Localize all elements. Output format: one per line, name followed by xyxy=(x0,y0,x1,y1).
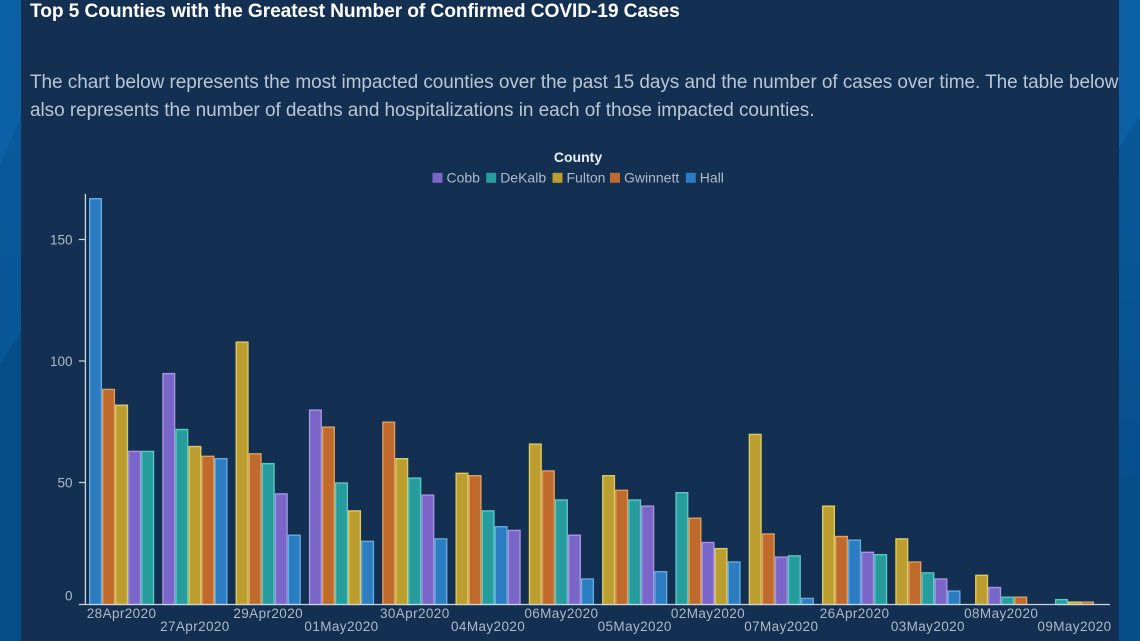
svg-text:0: 0 xyxy=(65,588,73,603)
svg-text:30Apr2020: 30Apr2020 xyxy=(380,606,450,621)
svg-text:03May2020: 03May2020 xyxy=(891,619,965,634)
svg-text:04May2020: 04May2020 xyxy=(451,619,525,634)
svg-text:150: 150 xyxy=(50,232,73,247)
svg-text:26Apr2020: 26Apr2020 xyxy=(820,606,890,621)
svg-text:Cobb: Cobb xyxy=(447,170,481,186)
svg-text:County: County xyxy=(554,149,602,165)
svg-text:100: 100 xyxy=(50,354,73,369)
svg-text:05May2020: 05May2020 xyxy=(598,619,672,634)
svg-text:08May2020: 08May2020 xyxy=(964,606,1038,621)
svg-text:01May2020: 01May2020 xyxy=(304,619,378,634)
svg-text:Fulton: Fulton xyxy=(567,170,606,186)
svg-text:07May2020: 07May2020 xyxy=(744,619,818,634)
svg-text:28Apr2020: 28Apr2020 xyxy=(87,606,157,621)
svg-text:27Apr2020: 27Apr2020 xyxy=(160,619,230,634)
svg-text:50: 50 xyxy=(57,475,72,490)
svg-text:29Apr2020: 29Apr2020 xyxy=(233,606,303,621)
svg-text:Hall: Hall xyxy=(700,170,724,186)
svg-text:06May2020: 06May2020 xyxy=(524,606,598,621)
svg-text:DeKalb: DeKalb xyxy=(500,170,546,186)
svg-text:09May2020: 09May2020 xyxy=(1037,619,1111,634)
svg-text:Gwinnett: Gwinnett xyxy=(624,170,679,186)
svg-text:02May2020: 02May2020 xyxy=(671,606,745,621)
